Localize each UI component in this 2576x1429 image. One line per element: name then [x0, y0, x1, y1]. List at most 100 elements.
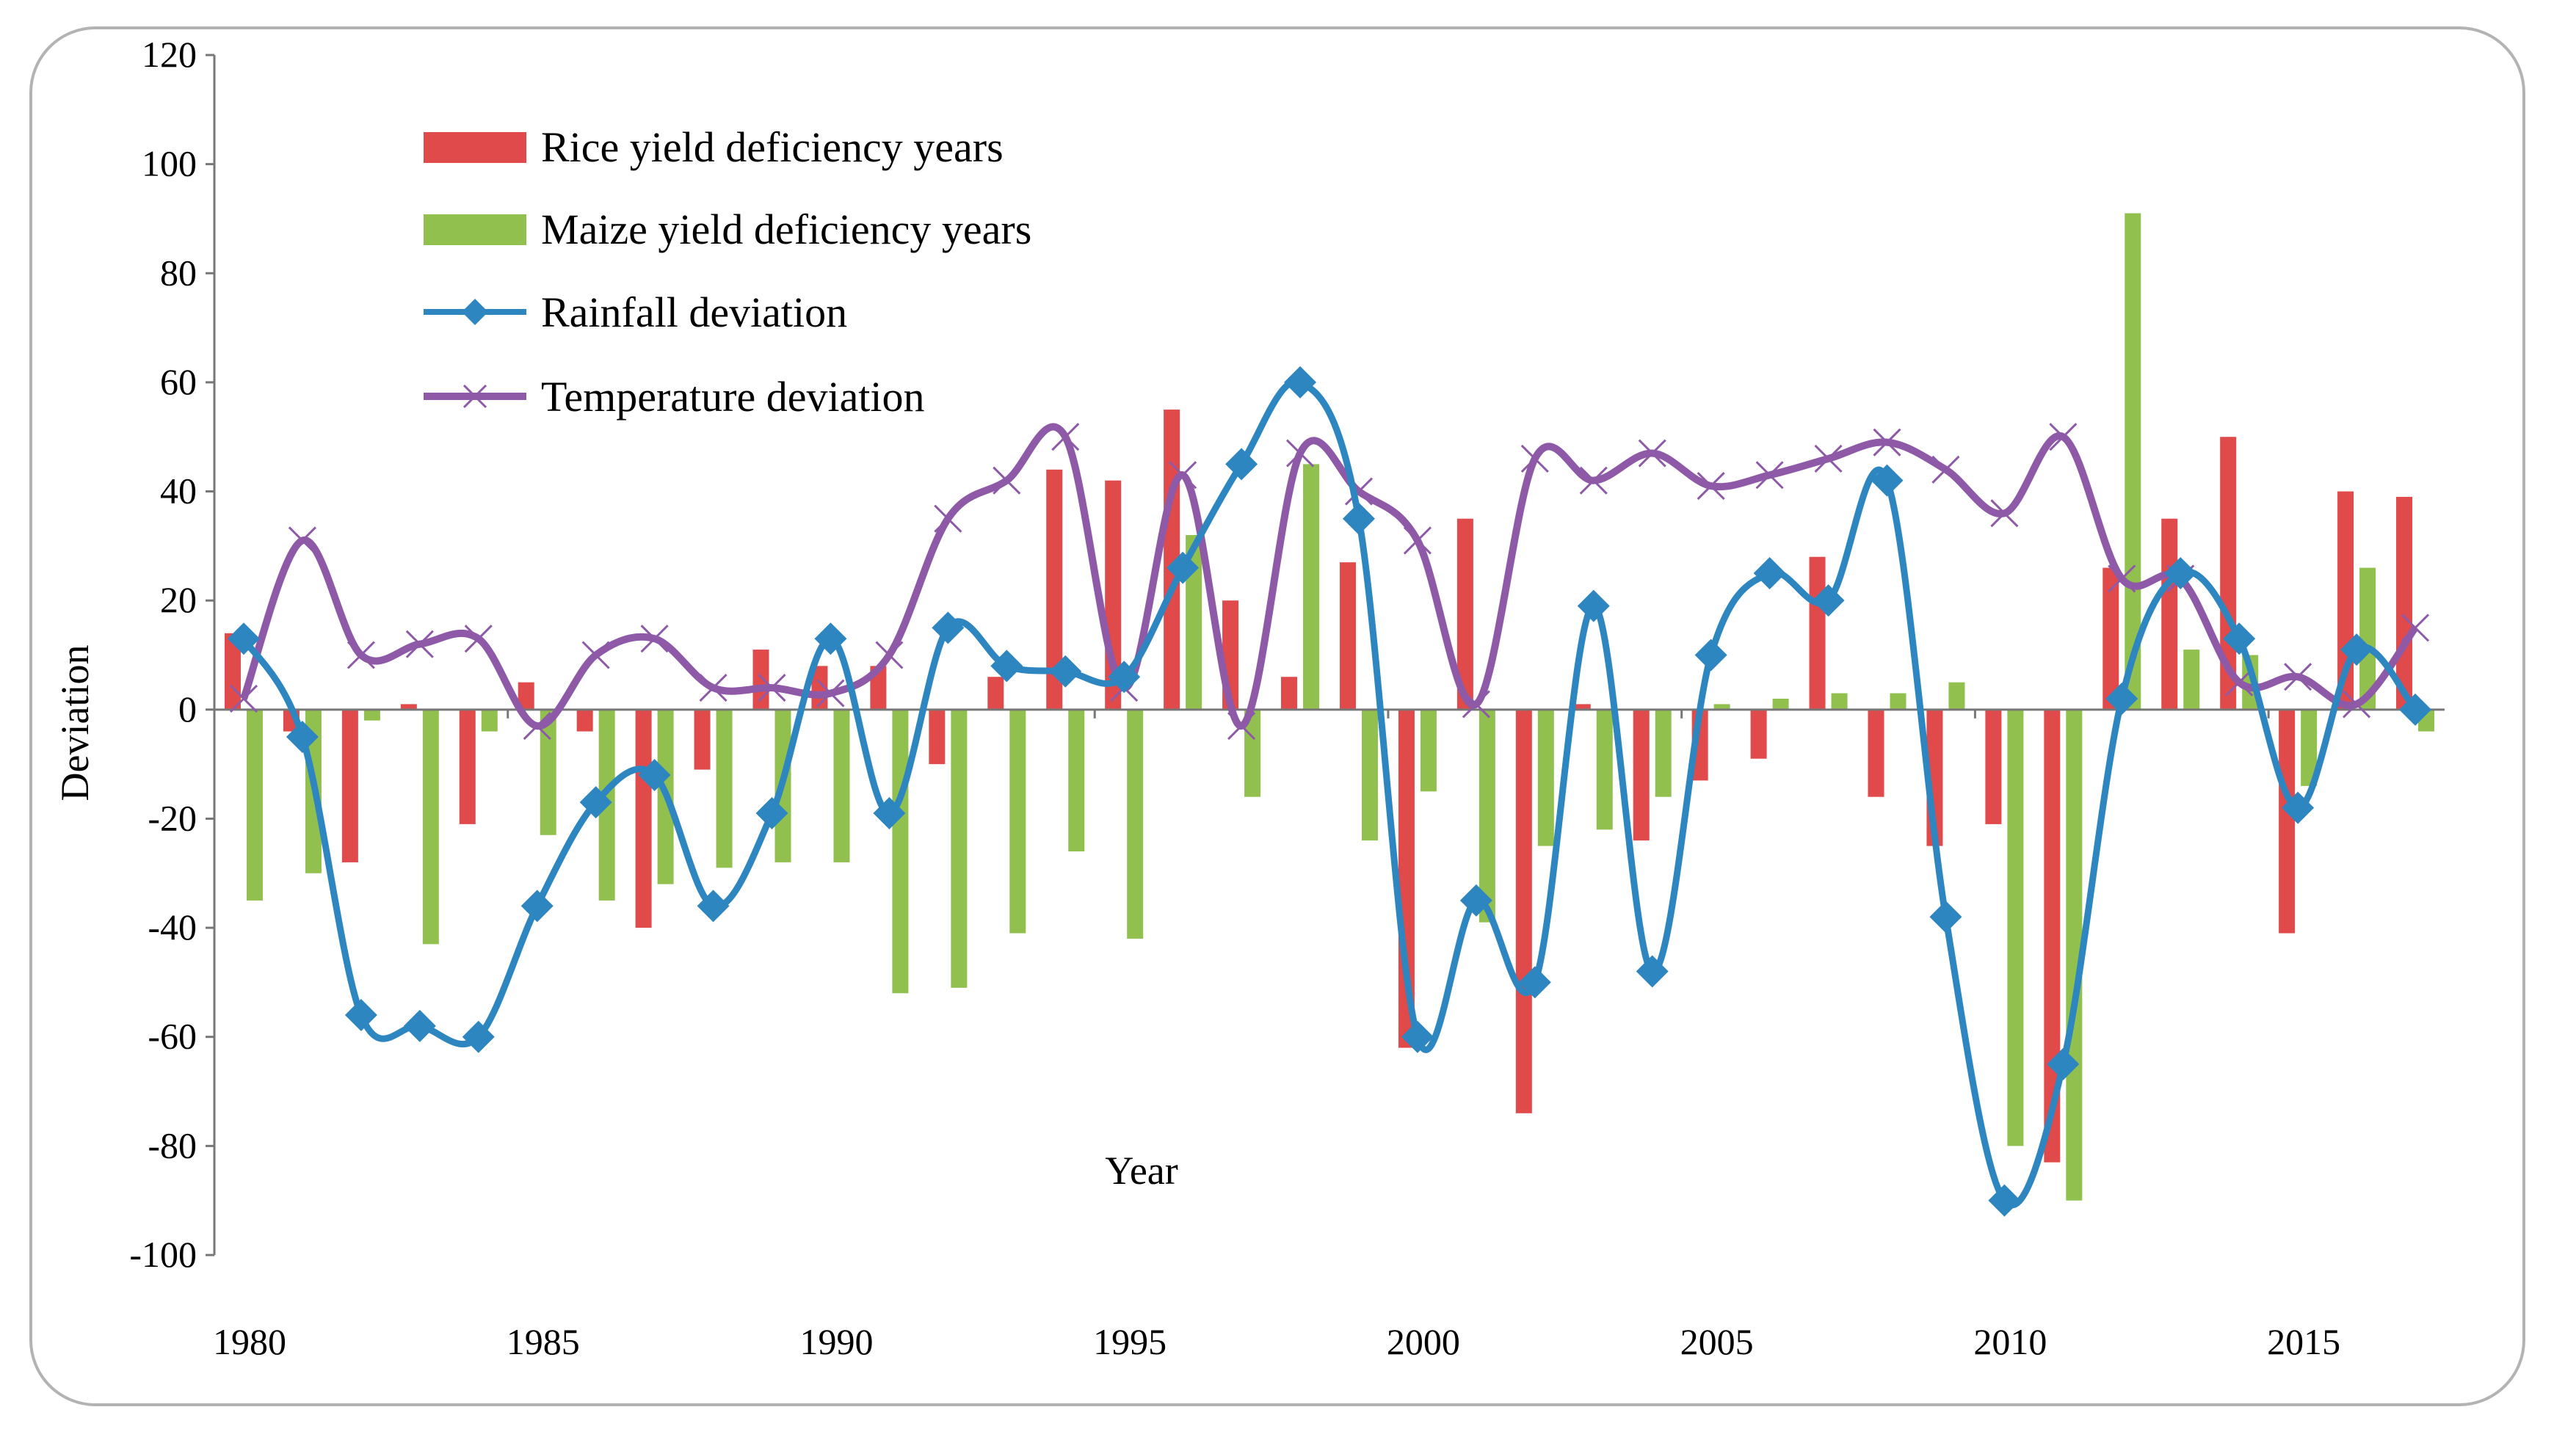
y-tick-label: 0: [178, 688, 197, 730]
y-tick-label: 100: [142, 143, 197, 184]
rainfall-point: [520, 890, 554, 923]
rainfall-point: [1929, 901, 1962, 934]
rainfall-point: [1636, 955, 1669, 988]
rainfall-point: [2340, 633, 2373, 666]
rainfall-point: [286, 720, 319, 753]
rainfall-point: [1342, 502, 1375, 535]
rice-bar: [459, 709, 476, 824]
maize-bar: [1713, 704, 1730, 710]
legend-label-rice: Rice yield deficiency years: [541, 123, 1004, 171]
maize-bar: [246, 709, 263, 901]
maize-bar: [1537, 709, 1554, 846]
temperature-point: [1169, 461, 1197, 490]
temperature-point: [934, 504, 962, 533]
temperature-point: [464, 625, 493, 653]
legend-marker-temperature: [462, 384, 487, 409]
temperature-point: [1638, 439, 1666, 468]
rice-bar: [752, 650, 769, 710]
rainfall-line: [227, 366, 2432, 1217]
maize-bar: [1361, 709, 1378, 841]
rainfall-point: [344, 999, 377, 1031]
rainfall-point: [1167, 551, 1200, 584]
temperature-point: [758, 674, 786, 702]
rainfall-point: [1812, 584, 1845, 617]
rice-bar: [576, 709, 593, 732]
maize-bar: [1068, 709, 1085, 852]
rainfall-point: [638, 759, 671, 791]
legend: Rice yield deficiency years Maize yield …: [424, 123, 1031, 421]
maize-bar: [1831, 693, 1848, 710]
rainfall-point: [2164, 557, 2197, 590]
legend-swatch-maize: [424, 214, 526, 245]
rice-bar: [518, 682, 534, 710]
rainfall-point: [462, 1020, 495, 1053]
rainfall-point: [1694, 639, 1727, 672]
rainfall-point: [1225, 448, 1258, 481]
temperature-point: [875, 641, 904, 669]
rainfall-point: [1518, 966, 1551, 999]
temperature-point: [1814, 444, 1843, 473]
x-tick-label: 1980: [213, 1321, 286, 1362]
rainfall-point: [1753, 557, 1786, 590]
temperature-point: [288, 526, 316, 555]
maize-bar: [540, 709, 556, 835]
rice-bar: [341, 709, 358, 862]
temperature-point: [1462, 690, 1490, 719]
maize-bar: [2242, 655, 2259, 710]
maize-bar: [1596, 709, 1613, 830]
rice-bar: [694, 709, 711, 770]
temperature-point: [405, 630, 434, 658]
rice-bar: [1750, 709, 1767, 759]
temperature-line: [229, 423, 2430, 741]
y-tick-label: 120: [142, 34, 197, 75]
temperature-point: [699, 674, 728, 702]
temperature-point: [2108, 564, 2136, 593]
rice-bar: [1281, 677, 1298, 710]
maize-bar: [1890, 693, 1906, 710]
rainfall-point: [932, 611, 965, 644]
maize-bar: [1479, 709, 1495, 923]
x-tick-label: 1985: [507, 1321, 580, 1362]
rainfall-point: [1459, 884, 1492, 917]
temperature-point: [1697, 472, 1725, 501]
rainfall-point: [814, 622, 847, 655]
maize-bar: [2301, 709, 2318, 786]
temperature-point: [993, 466, 1021, 495]
temperature-point: [2049, 423, 2078, 451]
temperature-point: [2225, 668, 2254, 697]
y-tick-label: 60: [160, 361, 197, 402]
maize-bar: [2007, 709, 2024, 1146]
maize-bar: [2359, 567, 2376, 710]
temperature-point: [1755, 461, 1784, 490]
rice-bar: [929, 709, 946, 765]
tick-labels: 120 100 80 60 40 20 0 -20 -40 -60 -80 -100 1980 1985 1…: [129, 34, 2340, 1362]
rainfall-point: [227, 622, 260, 655]
rice-bar: [1046, 469, 1063, 710]
maize-bar: [2066, 709, 2083, 1201]
y-tick-label: -20: [148, 797, 197, 838]
legend-label-maize: Maize yield deficiency years: [541, 206, 1031, 253]
rainfall-point: [403, 1009, 436, 1042]
temperature-point: [523, 712, 551, 741]
maize-bar: [2183, 650, 2200, 710]
temperature-point: [347, 641, 375, 669]
rainfall-point: [1049, 655, 1082, 688]
rainfall-point: [1988, 1184, 2021, 1217]
maize-bar: [481, 709, 498, 732]
rice-bar: [1868, 709, 1884, 797]
maize-bar: [1009, 709, 1026, 934]
rainfall-point: [2105, 682, 2138, 715]
legend-label-temperature: Temperature deviation: [541, 373, 925, 421]
temperature-point: [2343, 690, 2371, 719]
x-tick-label: 2010: [1973, 1321, 2047, 1362]
rainfall-point: [990, 650, 1023, 683]
temperature-point: [1990, 499, 2019, 528]
rice-bar: [1515, 709, 1532, 1113]
temperature-point: [1227, 712, 1256, 741]
temperature-point: [816, 679, 845, 708]
y-tick-label: -40: [148, 906, 197, 948]
rainfall-series-line: [241, 378, 2418, 1209]
rice-bar: [2102, 567, 2119, 710]
y-tick-label: -100: [129, 1234, 197, 1275]
